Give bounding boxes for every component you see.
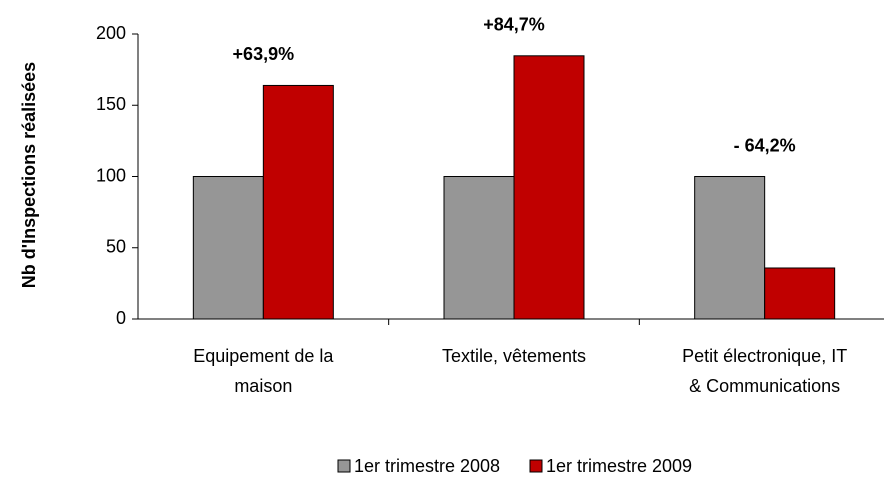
- legend-swatch: [337, 459, 351, 473]
- bar: [513, 55, 585, 320]
- annotation: +63,9%: [233, 44, 295, 64]
- x-tick-label-line: Equipement de la: [193, 346, 334, 366]
- bar: [262, 84, 334, 320]
- x-tick-label-line: maison: [234, 376, 292, 396]
- bar: [192, 176, 264, 320]
- bar: [764, 267, 836, 320]
- y-axis-label: Nb d'Inspections réalisées: [19, 62, 39, 288]
- bar: [694, 176, 766, 320]
- x-tick-label: Petit électronique, IT & Communications: [682, 346, 847, 396]
- annotation: +84,7%: [483, 15, 545, 35]
- y-tick-label: 0: [116, 308, 126, 328]
- legend-label: 1er trimestre 2008: [354, 456, 500, 476]
- y-tick-label: 150: [96, 94, 126, 114]
- y-tick-label: 50: [106, 237, 126, 257]
- legend-label: 1er trimestre 2009: [546, 456, 692, 476]
- x-tick-label: Textile, vêtements: [442, 346, 586, 366]
- y-tick-label: 200: [96, 23, 126, 43]
- legend-swatch: [529, 459, 543, 473]
- bar: [443, 176, 515, 320]
- x-tick-label: Equipement de la maison: [193, 346, 334, 396]
- y-tick-label: 100: [96, 165, 126, 185]
- x-tick-label-line: Textile, vêtements: [442, 346, 586, 366]
- x-tick-label-line: Petit électronique, IT: [682, 346, 847, 366]
- annotation: - 64,2%: [734, 135, 796, 155]
- x-tick-label-line: & Communications: [689, 376, 840, 396]
